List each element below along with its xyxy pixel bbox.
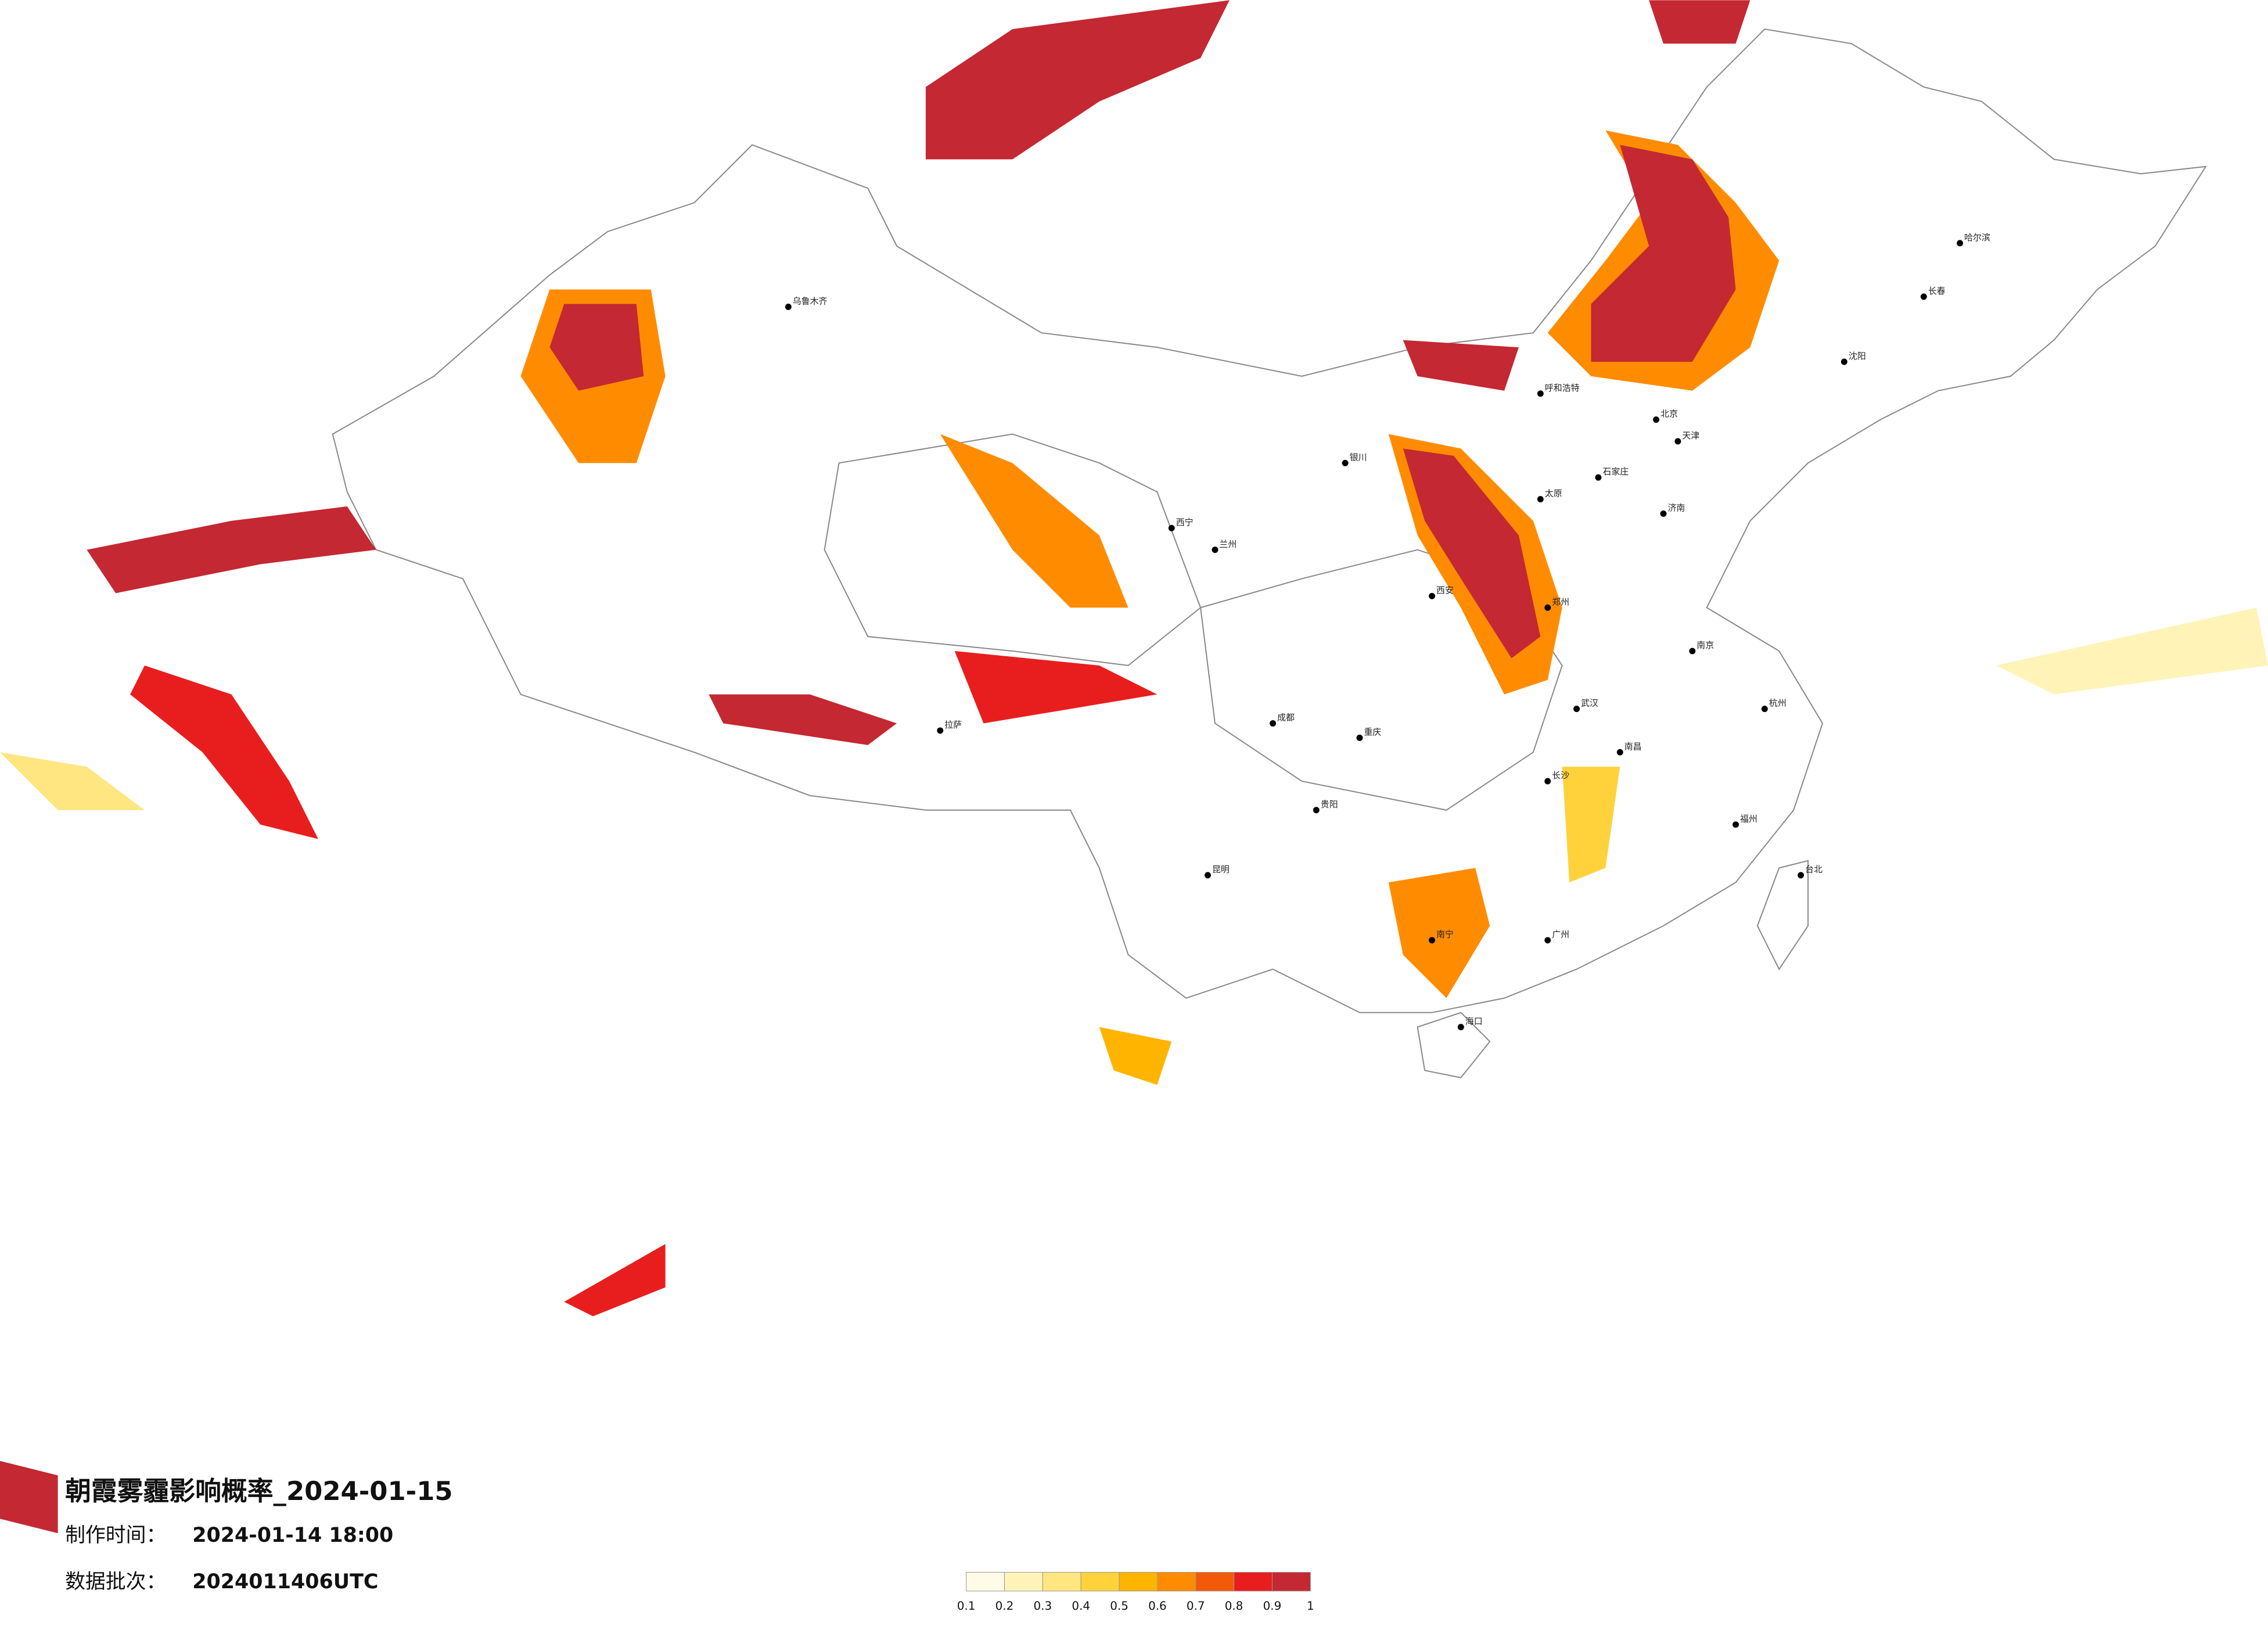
city-label: 哈尔滨 <box>1964 232 1990 243</box>
city-dot <box>1537 390 1544 397</box>
legend-swatch <box>1080 1571 1120 1592</box>
city-label: 西安 <box>1436 585 1454 595</box>
city-dot <box>1544 937 1551 944</box>
legend-tick: 0.9 <box>1263 1599 1282 1613</box>
city-dot <box>1798 872 1805 879</box>
city-dot <box>1457 1024 1464 1031</box>
legend-tick: 0.5 <box>1110 1599 1128 1613</box>
city-dot <box>1595 474 1602 481</box>
city-label: 石家庄 <box>1602 466 1629 477</box>
city-dot <box>1544 778 1551 785</box>
city-dot <box>1674 438 1681 445</box>
city-label: 贵阳 <box>1321 799 1338 810</box>
city-label: 台北 <box>1805 864 1823 875</box>
city-label: 广州 <box>1552 929 1569 940</box>
city-dot <box>1212 546 1219 553</box>
city-dot <box>1616 749 1623 756</box>
city-dot <box>1429 592 1436 599</box>
legend-tick: 1 <box>1307 1599 1314 1613</box>
city-label: 呼和浩特 <box>1545 383 1580 393</box>
city-label: 太原 <box>1545 488 1562 499</box>
city-label: 北京 <box>1660 409 1678 419</box>
city-label: 银川 <box>1350 452 1367 462</box>
legend-tick: 0.4 <box>1072 1599 1090 1613</box>
city-dot <box>1689 647 1696 654</box>
made-label: 制作时间： <box>65 1524 166 1547</box>
city-dot <box>1920 293 1927 300</box>
city-label: 天津 <box>1682 430 1699 441</box>
city-label: 成都 <box>1277 713 1295 723</box>
legend-tick: 0.7 <box>1187 1599 1205 1613</box>
city-label: 南昌 <box>1624 741 1642 751</box>
legend-swatch <box>1271 1571 1311 1592</box>
legend-tick: 0.3 <box>1033 1599 1052 1613</box>
city-dot <box>1841 358 1848 365</box>
city-dot <box>785 303 792 310</box>
legend-swatch <box>1119 1571 1158 1592</box>
color-legend: 0.1 0.2 0.3 0.4 0.5 0.6 0.7 0.8 0.9 1 <box>957 1571 1314 1613</box>
city-label: 沈阳 <box>1849 351 1866 361</box>
city-dot <box>1313 807 1320 814</box>
city-dot <box>1957 240 1964 247</box>
legend-tick: 0.2 <box>995 1599 1014 1613</box>
city-label: 济南 <box>1667 502 1685 513</box>
city-label: 郑州 <box>1552 596 1569 607</box>
city-dot <box>1660 510 1667 517</box>
legend-swatch <box>1157 1571 1196 1592</box>
city-dot <box>937 727 944 734</box>
city-label: 兰州 <box>1219 539 1237 549</box>
legend-tick: 0.6 <box>1148 1599 1167 1613</box>
city-dot <box>1733 821 1739 828</box>
city-label: 乌鲁木齐 <box>793 296 828 306</box>
legend-swatch <box>966 1571 1005 1592</box>
city-dot <box>1342 459 1349 466</box>
legend-tick: 0.8 <box>1225 1599 1243 1613</box>
probability-field <box>0 0 2268 1534</box>
batch-label: 数据批次： <box>65 1570 166 1593</box>
city-dot <box>1537 496 1544 503</box>
city-dot <box>1356 735 1363 741</box>
legend-swatch <box>1042 1571 1081 1592</box>
city-label: 重庆 <box>1364 727 1381 738</box>
batch-value: 2024011406UTC <box>192 1570 378 1593</box>
city-dot <box>1653 416 1660 423</box>
city-dot <box>1429 937 1436 944</box>
city-label: 昆明 <box>1212 864 1230 875</box>
city-dot <box>1270 720 1277 727</box>
legend-swatch <box>1195 1571 1235 1592</box>
city-label: 拉萨 <box>944 720 962 730</box>
city-label: 长春 <box>1928 286 1946 296</box>
city-dot <box>1205 872 1211 879</box>
legend-tick: 0.1 <box>957 1599 976 1613</box>
city-dot <box>1544 604 1551 611</box>
legend-swatch <box>1234 1571 1273 1592</box>
city-label: 南宁 <box>1436 929 1454 940</box>
city-label: 武汉 <box>1581 698 1598 708</box>
city-label: 南京 <box>1696 640 1714 650</box>
city-label: 长沙 <box>1552 770 1569 780</box>
city-label: 福州 <box>1740 814 1757 824</box>
map-title: 朝霞雾霾影响概率_2024-01-15 <box>65 1476 453 1506</box>
city-label: 杭州 <box>1769 698 1787 708</box>
city-dot <box>1168 524 1175 531</box>
made-value: 2024-01-14 18:00 <box>192 1524 393 1547</box>
city-dot <box>1761 706 1768 713</box>
city-label: 海口 <box>1465 1016 1483 1027</box>
city-label: 西宁 <box>1176 517 1194 527</box>
city-dot <box>1573 706 1580 713</box>
boundaries <box>332 28 2207 1078</box>
legend-swatch <box>1004 1571 1043 1592</box>
